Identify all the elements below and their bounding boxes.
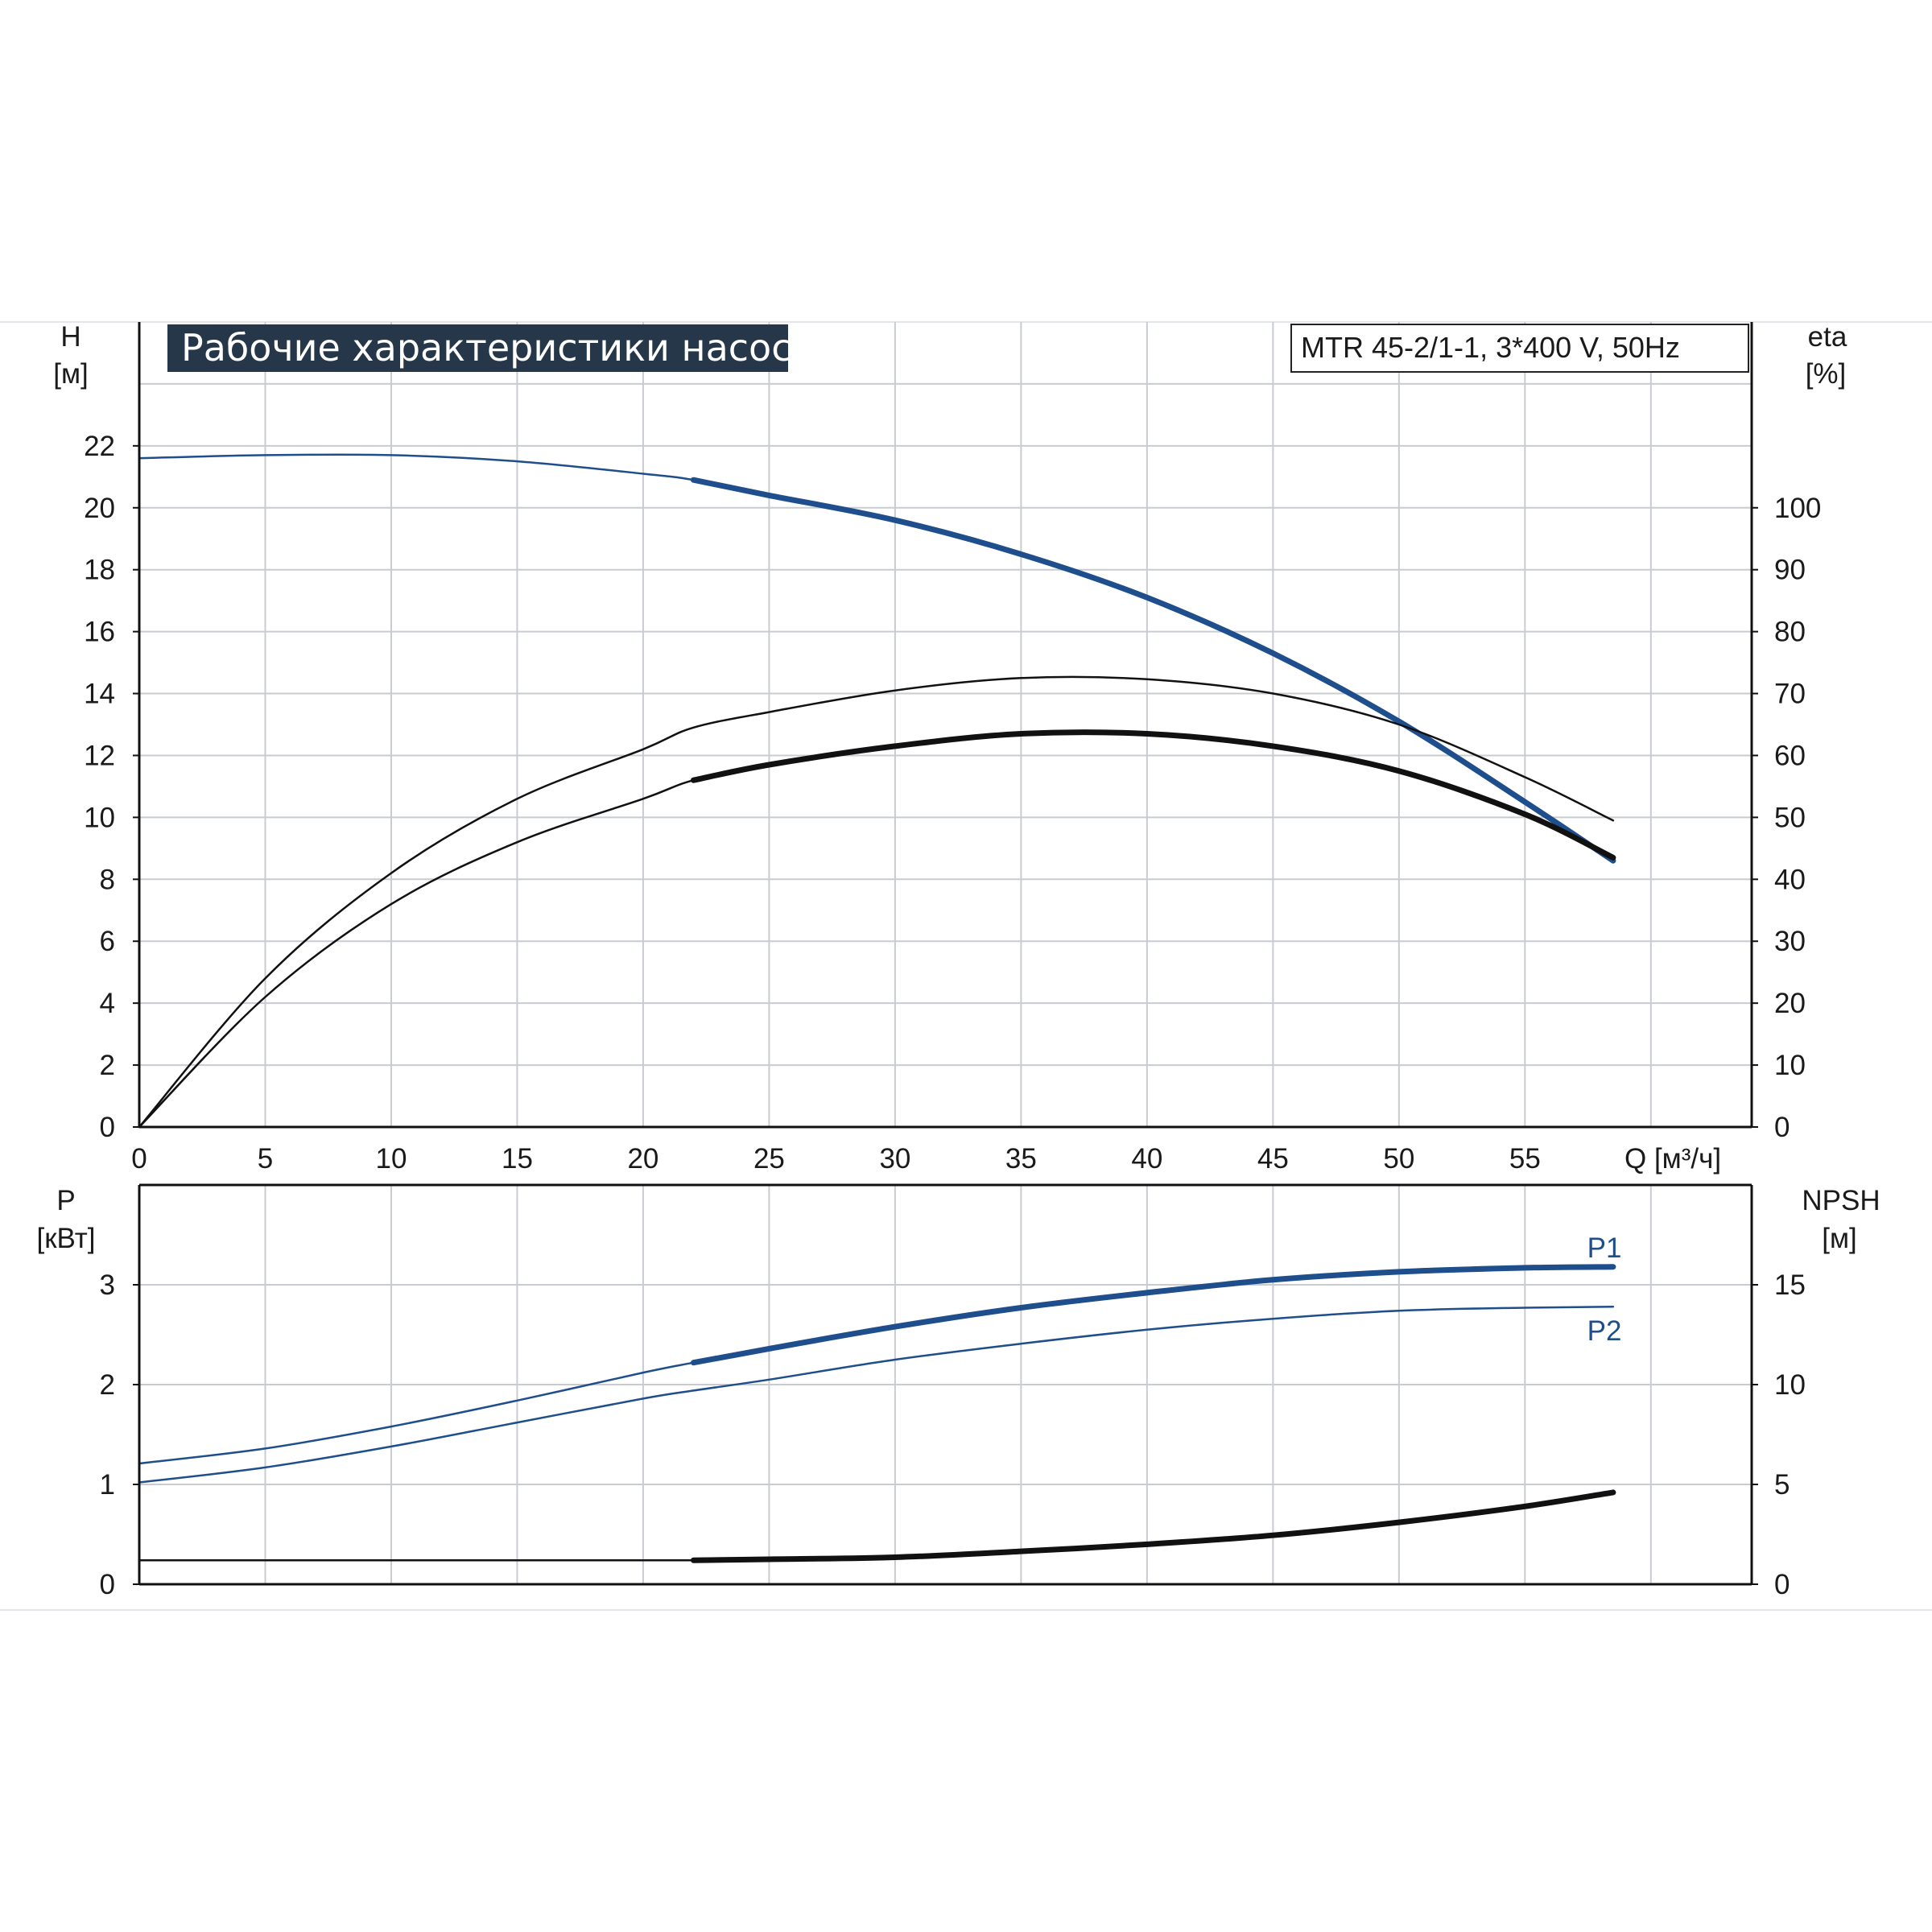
head-efficiency-tick-labels: 0246810121416182022010203040506070809010… <box>84 431 1821 1174</box>
chart-subtitle: MTR 45-2/1-1, 3*400 V, 50Hz <box>1301 331 1680 364</box>
head-efficiency-series <box>138 453 1616 1129</box>
y-tick-label-right: 15 <box>1774 1269 1806 1301</box>
y-tick-label-right: 90 <box>1774 555 1806 586</box>
x-tick-label: 15 <box>502 1143 533 1174</box>
y-tick-label-left: 2 <box>100 1369 115 1401</box>
npsh-axis-unit: [м] <box>1822 1223 1857 1254</box>
x-tick-label: 20 <box>627 1143 658 1174</box>
y-tick-label-left: 0 <box>100 1112 115 1143</box>
x-tick-label: 50 <box>1383 1143 1414 1174</box>
y-tick-label-left: 20 <box>84 493 115 524</box>
y-tick-label-left: 6 <box>100 926 115 957</box>
y-tick-label-right: 30 <box>1774 926 1806 957</box>
flow-axis-label: Q [м³/ч] <box>1624 1143 1721 1174</box>
power-npsh-series <box>138 1264 1616 1563</box>
y-tick-label-right: 60 <box>1774 740 1806 771</box>
series-line-bold-top-2 <box>691 729 1616 861</box>
y-tick-label-right: 0 <box>1774 1112 1790 1143</box>
series-line-bold-bot-2 <box>691 1489 1616 1563</box>
y-tick-label-right: 50 <box>1774 802 1806 833</box>
series-line-bot-2 <box>138 1491 1615 1562</box>
series-line-bold-bot-0 <box>691 1264 1616 1366</box>
y-tick-label-right: 0 <box>1774 1569 1790 1600</box>
model-box <box>1290 324 1749 373</box>
x-tick-label: 10 <box>376 1143 407 1174</box>
x-tick-label: 45 <box>1257 1143 1289 1174</box>
chart-title: Рабочие характеристики насоса <box>181 326 815 369</box>
power-npsh-grid <box>139 1185 1752 1584</box>
series-line-top-2 <box>138 731 1615 1129</box>
y-tick-label-right: 20 <box>1774 988 1806 1019</box>
y-tick-label-right: 100 <box>1774 493 1821 524</box>
power-npsh-axes <box>133 1183 1758 1586</box>
x-tick-label: 0 <box>131 1143 147 1174</box>
x-tick-label: 40 <box>1131 1143 1162 1174</box>
y-tick-label-right: 10 <box>1774 1050 1806 1081</box>
head-efficiency-grid <box>139 322 1752 1127</box>
y-tick-label-left: 12 <box>84 740 115 771</box>
power-npsh-tick-labels: 0 1 2 3 0 5 10 15 <box>100 1269 1806 1600</box>
y-tick-label-left: 4 <box>100 988 115 1019</box>
y-tick-label-right: 80 <box>1774 617 1806 648</box>
x-tick-label: 25 <box>753 1143 785 1174</box>
x-tick-label: 35 <box>1005 1143 1037 1174</box>
y-tick-label-left: 18 <box>84 555 115 586</box>
power-npsh-panel: 0 1 2 3 0 5 10 15 P [кВт] NPSH [м] P1 P2 <box>37 1183 1880 1600</box>
y-tick-label-left: 16 <box>84 617 115 648</box>
y-tick-label-left: 10 <box>84 802 115 833</box>
y-tick-label-left: 2 <box>100 1050 115 1081</box>
chart-title-box <box>167 324 788 372</box>
x-tick-label: 55 <box>1509 1143 1541 1174</box>
y-tick-label-left: 14 <box>84 679 115 710</box>
efficiency-axis-unit: [%] <box>1806 358 1847 390</box>
power-axis-label: P <box>56 1185 75 1216</box>
head-axis-unit: [м] <box>53 358 89 390</box>
y-tick-label-left: 1 <box>100 1469 115 1501</box>
x-tick-label: 30 <box>879 1143 910 1174</box>
y-tick-label-left: 3 <box>100 1269 115 1301</box>
y-tick-label-right: 70 <box>1774 679 1806 710</box>
power-axis-unit: [кВт] <box>37 1223 96 1254</box>
series-label-p1: P1 <box>1587 1232 1622 1264</box>
y-tick-label-right: 40 <box>1774 864 1806 895</box>
series-line-top-1 <box>138 675 1615 1129</box>
y-tick-label-left: 0 <box>100 1569 115 1600</box>
x-tick-label: 5 <box>258 1143 273 1174</box>
series-label-p2: P2 <box>1587 1315 1622 1347</box>
y-tick-label-right: 10 <box>1774 1369 1806 1401</box>
y-tick-label-left: 8 <box>100 864 115 895</box>
efficiency-axis-label: eta <box>1808 321 1847 353</box>
series-line-bot-0 <box>138 1265 1615 1465</box>
head-efficiency-axes <box>133 322 1758 1129</box>
head-efficiency-panel: 0246810121416182022010203040506070809010… <box>53 321 1847 1174</box>
series-line-bold-top-0 <box>691 477 1616 864</box>
y-tick-label-left: 22 <box>84 431 115 462</box>
y-tick-label-right: 5 <box>1774 1469 1790 1501</box>
series-line-bot-1 <box>138 1306 1615 1484</box>
head-axis-label: H <box>60 321 80 353</box>
npsh-axis-label: NPSH <box>1802 1185 1880 1216</box>
